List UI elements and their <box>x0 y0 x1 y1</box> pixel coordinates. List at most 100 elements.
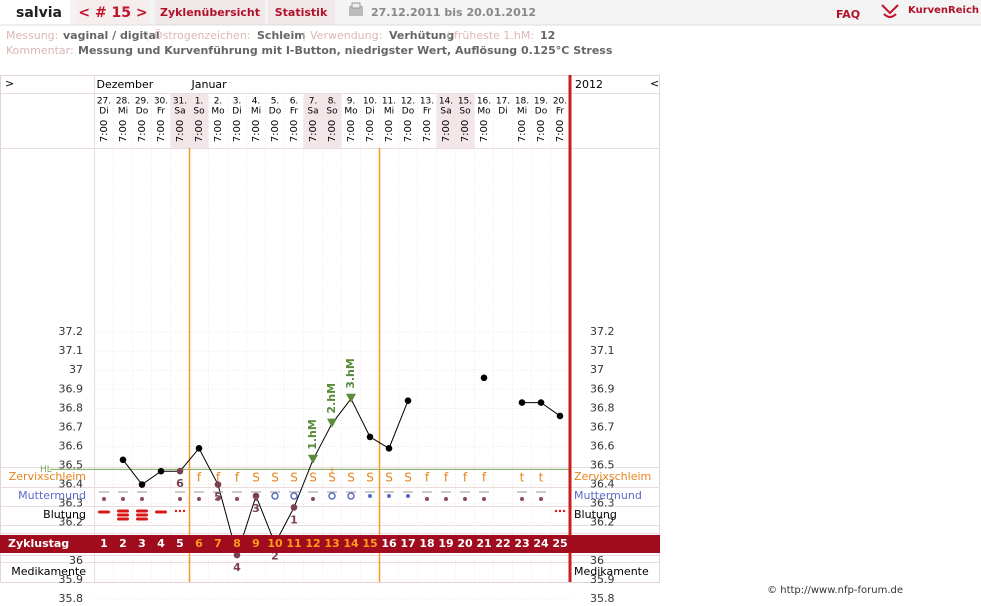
cycle-nav[interactable]: < # 15 > <box>78 5 147 21</box>
cycle-day: 7 <box>214 537 222 550</box>
cervix-symbol: S <box>366 471 374 485</box>
cycle-day: 20 <box>457 537 473 550</box>
tab-label[interactable]: Zyklenübersicht <box>160 6 260 19</box>
temperature-line <box>122 397 409 557</box>
nav: < <box>650 77 659 90</box>
info-value: Verhütung <box>389 29 454 42</box>
weekday-label: Mi <box>251 107 261 117</box>
footer: © http://www.nfp-forum.de <box>767 585 903 596</box>
y-tick-label: 36.3 <box>59 497 84 510</box>
date-label: 9. <box>347 97 356 107</box>
time-label: 7:00 <box>479 120 490 142</box>
faq-link[interactable]: FAQ <box>836 8 860 21</box>
weekday-label: So <box>459 107 471 117</box>
temperature-point <box>290 504 298 511</box>
temperature-point <box>138 481 146 488</box>
os-icon <box>328 492 336 500</box>
temperature-point <box>252 492 260 500</box>
row-label: Muttermund <box>18 489 86 502</box>
point-label: 2 <box>271 550 279 563</box>
cycle-day-bar <box>0 535 660 553</box>
y-tick-label: 36.2 <box>590 516 615 529</box>
info-value: 12 <box>540 29 555 42</box>
cervix-symbol: S <box>328 471 336 485</box>
time-label: 7:00 <box>289 120 300 142</box>
os-icon <box>197 497 201 501</box>
temperature-point <box>157 467 165 475</box>
weekday-label: Mi <box>517 107 527 117</box>
y-tick-label: 36.6 <box>590 439 615 452</box>
bleeding-icon <box>136 513 148 517</box>
cycle-day: 8 <box>233 537 241 550</box>
cervix-symbol: S <box>347 471 355 485</box>
weekday-label: Mo <box>477 107 491 117</box>
os-icon <box>368 494 372 498</box>
time-label: 7:00 <box>536 120 547 142</box>
weekday-label: Fr <box>290 107 299 117</box>
info-label: Messung: <box>6 29 58 42</box>
temperature-peak <box>327 418 337 428</box>
os-icon <box>463 497 467 501</box>
cycle-day: 10 <box>267 537 283 550</box>
cycle-day: 11 <box>286 537 301 550</box>
weekday-label: Mo <box>211 107 225 117</box>
os-icon <box>311 497 315 501</box>
weekday-label: Di <box>365 107 374 117</box>
print-icon-paper <box>351 2 361 9</box>
time-label: 7:00 <box>175 120 186 142</box>
tab-label[interactable]: Statistik <box>275 6 328 19</box>
tab[interactable] <box>268 0 335 25</box>
os-icon <box>216 497 220 501</box>
row-label: Blutung <box>574 508 617 521</box>
bleeding-icon <box>136 517 148 521</box>
time-label: 7:00 <box>441 120 452 142</box>
temperature-point <box>233 551 241 559</box>
date-label: 18. <box>515 97 529 107</box>
date-label: 11. <box>382 97 396 107</box>
os-icon <box>254 497 258 501</box>
cycle-day: 6 <box>195 537 203 550</box>
os-icon <box>482 497 486 501</box>
cycle-day: 14 <box>343 537 359 550</box>
temperature-point <box>195 445 203 452</box>
row-label: Blutung <box>43 508 86 521</box>
time-label: 7:00 <box>422 120 433 142</box>
date-label: 3. <box>233 97 242 107</box>
bleeding-icon <box>174 509 178 513</box>
cycle-day: 19 <box>438 537 453 550</box>
cycle-day: 22 <box>495 537 510 550</box>
date-label: 4. <box>252 97 261 107</box>
weekday-label: Do <box>402 107 415 117</box>
date-label: 14. <box>439 97 453 107</box>
bleeding-icon <box>136 509 148 513</box>
cervix-symbol: S <box>309 471 317 485</box>
weekend-column <box>189 93 209 148</box>
tab[interactable] <box>155 0 265 25</box>
nav-tab[interactable] <box>76 0 150 25</box>
bleeding-icon <box>155 510 167 514</box>
logo-text[interactable]: KurvenReich <box>908 5 979 16</box>
cycle-day: 18 <box>419 537 434 550</box>
cervix-symbol: f <box>197 471 202 485</box>
y-tick-label: 36.7 <box>59 420 84 433</box>
temperature-peak <box>308 454 318 464</box>
cervix-symbol: f <box>216 471 221 485</box>
user-tab <box>0 0 70 25</box>
print-icon[interactable] <box>349 2 363 16</box>
time-label: 7:00 <box>403 120 414 142</box>
cover-line-label: HL <box>40 465 52 475</box>
os-icon <box>140 497 144 501</box>
cervix-symbol: f <box>235 471 240 485</box>
date-label: 16. <box>477 97 491 107</box>
weekend-column <box>170 93 190 148</box>
os-icon <box>290 492 298 500</box>
os-icon <box>235 497 239 501</box>
cervix-symbol: f <box>425 471 430 485</box>
info-value: Messung und Kurvenführung mit I-Button, … <box>78 44 613 57</box>
weekday-label: Mi <box>118 107 128 117</box>
date-label: 12. <box>401 97 415 107</box>
date-label: 29. <box>135 97 149 107</box>
y-tick-label: 36.3 <box>590 497 615 510</box>
date-label: 28. <box>116 97 130 107</box>
time-label: 7:00 <box>308 120 319 142</box>
